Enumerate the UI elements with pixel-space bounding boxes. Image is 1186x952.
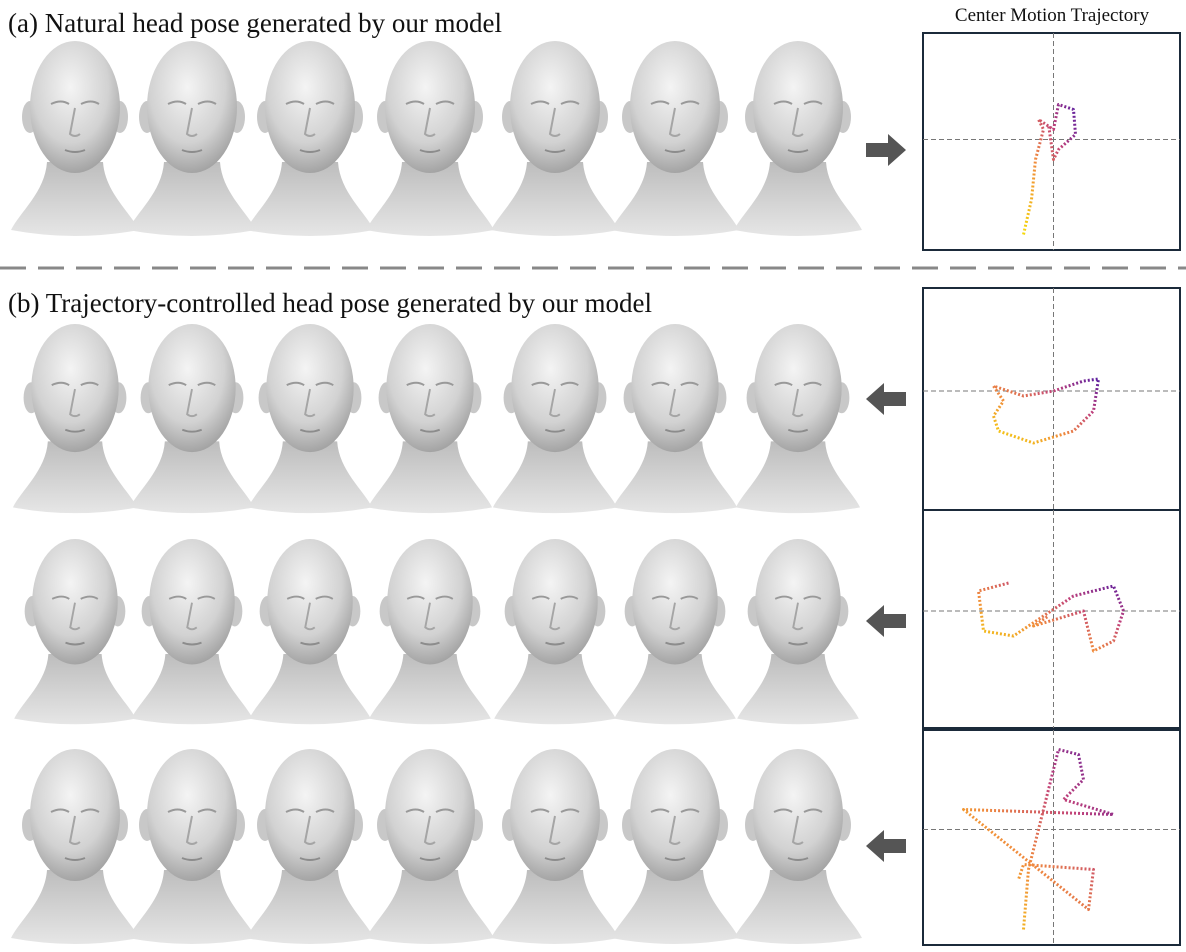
shoulders [614, 654, 736, 724]
shoulders [369, 654, 491, 724]
head [249, 539, 371, 724]
head [246, 749, 374, 944]
head [131, 539, 253, 724]
skull [385, 749, 475, 881]
skull [31, 324, 118, 452]
skull [265, 749, 355, 881]
head [130, 324, 254, 513]
head [734, 749, 862, 944]
skull [511, 324, 598, 452]
shoulders [246, 162, 374, 236]
head [613, 324, 737, 513]
shoulders [246, 870, 374, 944]
heads [11, 41, 862, 944]
shoulders [11, 870, 139, 944]
shoulders [14, 654, 136, 724]
head [737, 539, 859, 724]
shoulders [613, 441, 737, 513]
trajectory-plots [923, 33, 1180, 945]
skull [387, 539, 473, 664]
head [611, 41, 739, 236]
shoulders [737, 654, 859, 724]
skull [266, 324, 353, 452]
head [128, 749, 256, 944]
head [246, 41, 374, 236]
skull [632, 539, 718, 664]
shoulders [734, 870, 862, 944]
head [611, 749, 739, 944]
arrow [866, 383, 906, 415]
skull [148, 324, 235, 452]
shoulders [734, 162, 862, 236]
shoulders [248, 441, 372, 513]
skull [753, 749, 843, 881]
head [491, 41, 619, 236]
head [491, 749, 619, 944]
skull [147, 749, 237, 881]
shoulders [366, 162, 494, 236]
shoulders [493, 441, 617, 513]
head [734, 41, 862, 236]
arrow [866, 134, 906, 166]
shoulders [368, 441, 492, 513]
panel-a-caption: (a) Natural head pose generated by our m… [8, 8, 502, 38]
head [368, 324, 492, 513]
shoulders [249, 654, 371, 724]
head [13, 324, 137, 513]
shoulders [128, 162, 256, 236]
skull [631, 324, 718, 452]
skull [753, 41, 843, 173]
shoulders [611, 162, 739, 236]
panel-b-caption: (b) Trajectory-controlled head pose gene… [8, 288, 652, 318]
skull [510, 749, 600, 881]
head [366, 41, 494, 236]
head [369, 539, 491, 724]
arrow [866, 605, 906, 637]
head [14, 539, 136, 724]
skull [267, 539, 353, 664]
head [11, 41, 139, 236]
skull [512, 539, 598, 664]
shoulders [611, 870, 739, 944]
skull [265, 41, 355, 173]
figure: (a) Natural head pose generated by our m… [0, 0, 1186, 952]
skull [630, 41, 720, 173]
plot-frame [923, 510, 1180, 728]
skull [630, 749, 720, 881]
shoulders [736, 441, 860, 513]
head [614, 539, 736, 724]
shoulders [130, 441, 254, 513]
arrows [866, 134, 906, 862]
arrow [866, 830, 906, 862]
head [128, 41, 256, 236]
skull [755, 539, 841, 664]
skull [30, 41, 120, 173]
skull [32, 539, 118, 664]
shoulders [494, 654, 616, 724]
skull [510, 41, 600, 173]
skull [30, 749, 120, 881]
shoulders [128, 870, 256, 944]
head [493, 324, 617, 513]
plot-frame [923, 33, 1180, 250]
shoulders [13, 441, 137, 513]
skull [385, 41, 475, 173]
shoulders [131, 654, 253, 724]
shoulders [491, 162, 619, 236]
head [736, 324, 860, 513]
head [366, 749, 494, 944]
plot-frame [923, 730, 1180, 945]
plot-frame [923, 288, 1180, 510]
skull [149, 539, 235, 664]
skull [754, 324, 841, 452]
skull [147, 41, 237, 173]
head [248, 324, 372, 513]
shoulders [491, 870, 619, 944]
head [494, 539, 616, 724]
shoulders [366, 870, 494, 944]
shoulders [11, 162, 139, 236]
trajectory-title: Center Motion Trajectory [955, 5, 1150, 26]
skull [386, 324, 473, 452]
head [11, 749, 139, 944]
